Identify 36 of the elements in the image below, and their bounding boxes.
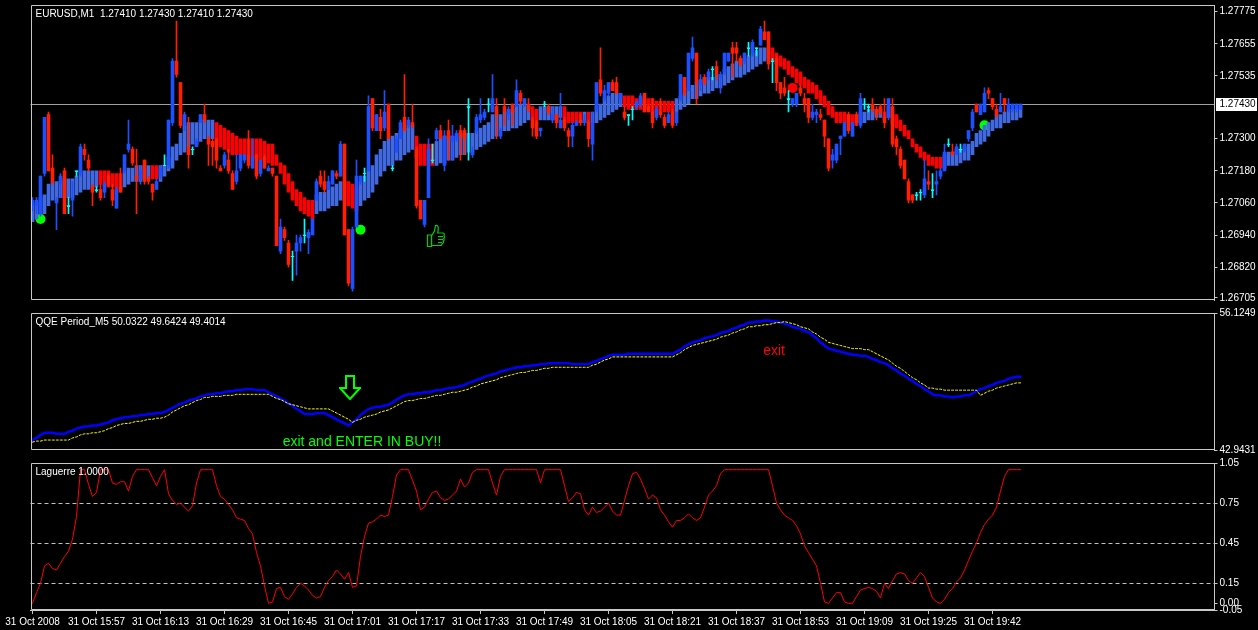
annotation: exit	[763, 341, 786, 358]
y-tick-label: 1.26820	[1219, 260, 1257, 272]
x-tick-label: 31 Oct 17:49	[515, 615, 574, 627]
x-tick-label: 31 Oct 18:37	[707, 615, 766, 627]
x-tick-label: 31 Oct 15:57	[67, 615, 126, 627]
y-tick-label: 1.26705	[1219, 291, 1257, 303]
y-tick-label: 1.05	[1219, 456, 1240, 468]
ref-line-label: 1.27430	[1219, 98, 1257, 110]
x-tick-label: 31 Oct 17:33	[451, 615, 510, 627]
y-tick-label: 1.27655	[1219, 37, 1257, 49]
y-tick-label: 0.75	[1219, 496, 1240, 508]
chart-title: QQE Period_M5 50.0322 49.6424 49.4014	[35, 315, 227, 327]
y-tick-label: 42.9431	[1219, 443, 1257, 455]
x-tick-label: 31 Oct 16:13	[131, 615, 190, 627]
y-tick-label: 1.27300	[1219, 132, 1257, 144]
y-tick-label: 1.27060	[1219, 196, 1257, 208]
x-tick-label: 31 Oct 19:42	[963, 615, 1022, 627]
x-tick-label: 31 Oct 17:17	[387, 615, 446, 627]
x-tick-label: 31 Oct 17:01	[323, 615, 382, 627]
x-tick-label: 31 Oct 19:25	[899, 615, 958, 627]
chart-title: EURUSD,M1 1.27410 1.27430 1.27410 1.27430	[35, 7, 254, 19]
y-tick-label: 0.15	[1219, 577, 1240, 589]
y-tick-label: 0.45	[1219, 536, 1240, 548]
x-tick-label: 31 Oct 18:21	[643, 615, 702, 627]
annotation: exit and ENTER IN BUY!!	[282, 432, 442, 449]
x-tick-label: 31 Oct 2008	[5, 615, 61, 627]
y-tick-label: 56.1249	[1219, 306, 1257, 318]
y-tick-label: 1.27775	[1219, 5, 1257, 17]
x-tick-label: 31 Oct 18:53	[771, 615, 830, 627]
x-tick-label: 31 Oct 18:05	[579, 615, 638, 627]
x-tick-label: 31 Oct 19:09	[835, 615, 894, 627]
x-tick-label: 31 Oct 16:45	[259, 615, 318, 627]
y-tick-label: 1.26940	[1219, 228, 1257, 240]
y-tick-label: 1.27535	[1219, 69, 1257, 81]
y-tick-label: 1.27180	[1219, 164, 1257, 176]
x-tick-label: 31 Oct 16:29	[195, 615, 254, 627]
